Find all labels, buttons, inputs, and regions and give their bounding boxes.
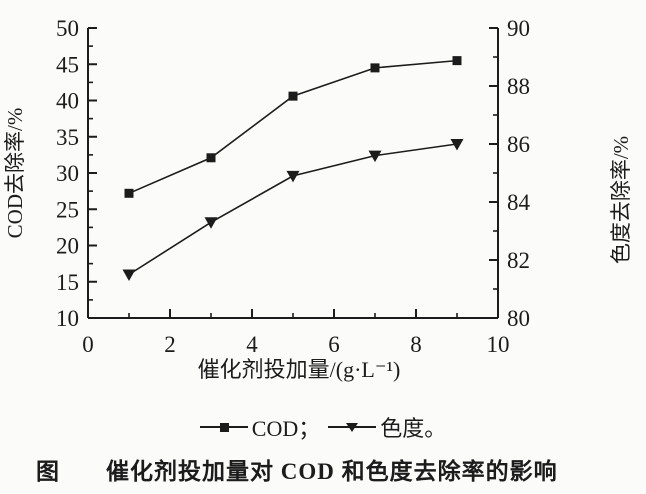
svg-text:催化剂投加量/(g·L⁻¹): 催化剂投加量/(g·L⁻¹) [198, 357, 401, 382]
svg-text:30: 30 [56, 161, 79, 186]
legend-item-cod: COD； [199, 411, 321, 443]
svg-text:25: 25 [56, 197, 79, 222]
svg-text:2: 2 [164, 332, 176, 357]
svg-text:6: 6 [328, 332, 340, 357]
legend-label-cod: COD； [251, 416, 321, 441]
legend-item-sedu: 色度。 [328, 411, 446, 443]
caption-prefix: 图 [36, 459, 60, 484]
svg-text:10: 10 [487, 332, 510, 357]
legend: COD； 色度。 [0, 412, 646, 442]
svg-text:80: 80 [507, 306, 530, 331]
svg-text:82: 82 [507, 248, 530, 273]
svg-text:40: 40 [56, 89, 79, 114]
right-axis: 80 82 84 86 88 90 色度去除率/% [489, 16, 633, 331]
bottom-axis: 0 2 4 6 8 10 催化剂投加量/(g·L⁻¹) [82, 309, 510, 382]
triangle-down-marker-icon [346, 423, 359, 432]
svg-text:15: 15 [56, 270, 79, 295]
svg-text:90: 90 [507, 16, 530, 41]
svg-text:COD去除率/%: COD去除率/% [3, 108, 27, 239]
figure-caption: 图 催化剂投加量对 COD 和色度去除率的影响 [36, 452, 558, 486]
svg-text:20: 20 [56, 234, 79, 259]
svg-text:色度去除率/%: 色度去除率/% [609, 136, 633, 264]
square-marker-icon [219, 423, 229, 432]
legend-label-sedu: 色度。 [380, 416, 447, 441]
series-cod [124, 56, 462, 198]
svg-text:10: 10 [56, 306, 79, 331]
legend-line-square-icon [199, 420, 248, 434]
series-sedu [122, 139, 464, 281]
svg-text:8: 8 [410, 332, 422, 357]
svg-text:35: 35 [56, 125, 79, 150]
left-axis: 10 15 20 25 30 35 40 45 50 COD去除率/% [3, 16, 97, 331]
caption-text: 催化剂投加量对 COD 和色度去除率的影响 [106, 459, 558, 484]
svg-text:86: 86 [507, 132, 530, 157]
svg-text:88: 88 [507, 74, 530, 99]
legend-line-triangle-icon [328, 420, 377, 434]
svg-text:4: 4 [246, 332, 258, 357]
svg-text:84: 84 [507, 190, 531, 215]
chart-canvas: 101520253035404550COD去除率/%808284868890色度… [3, 16, 633, 382]
svg-text:45: 45 [56, 52, 79, 77]
svg-text:50: 50 [56, 16, 79, 41]
svg-text:0: 0 [82, 332, 94, 357]
